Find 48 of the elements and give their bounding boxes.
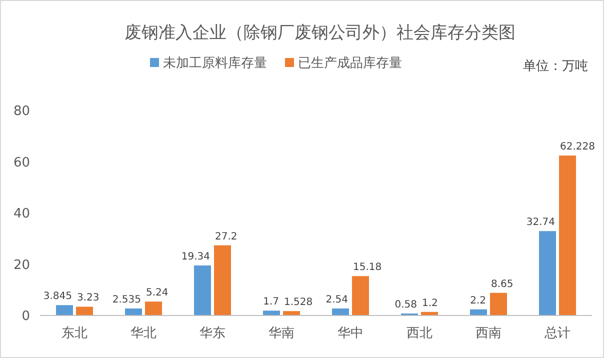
- data-label: 19.34: [181, 251, 210, 262]
- y-tick-label: 20: [13, 258, 30, 273]
- data-label: 1.7: [263, 296, 279, 308]
- bar: [214, 245, 231, 315]
- bar: [125, 308, 142, 315]
- bar: [145, 302, 162, 315]
- y-tick-label: 0: [22, 309, 30, 324]
- data-label: 32.74: [526, 217, 555, 228]
- data-label: 2.2: [470, 295, 486, 306]
- bar: [539, 231, 556, 315]
- x-tick-label: 华北: [130, 326, 156, 341]
- legend-label: 未加工原料库存量: [163, 56, 267, 71]
- x-tick-label: 华中: [338, 326, 364, 341]
- data-label: 3.23: [77, 292, 100, 304]
- bar: [76, 306, 93, 315]
- x-tick-label: 总计: [544, 326, 570, 341]
- bar: [263, 310, 280, 315]
- chart-title: 废钢准入企业（除钢厂废钢公司外）社会库存分类图: [124, 23, 516, 43]
- bar: [194, 265, 211, 315]
- x-tick-label: 华东: [200, 326, 226, 341]
- data-label: 62.228: [560, 142, 595, 153]
- data-label: 15.18: [353, 262, 382, 274]
- bar: [283, 311, 300, 315]
- data-label: 3.845: [43, 291, 72, 302]
- y-tick-label: 40: [13, 206, 30, 222]
- legend-label: 已生产成品库存量: [298, 56, 402, 71]
- bar: [421, 312, 438, 315]
- bar: [470, 309, 487, 315]
- x-tick-label: 西北: [406, 326, 432, 341]
- x-tick-label: 东北: [62, 326, 88, 341]
- data-label: 2.535: [112, 294, 141, 306]
- bar: [559, 156, 576, 315]
- data-label: 1.2: [422, 298, 438, 309]
- data-label: 1.528: [284, 297, 313, 308]
- y-tick-label: 60: [13, 155, 30, 170]
- bar: [332, 308, 349, 315]
- y-tick-label: 80: [13, 104, 30, 119]
- bar: [490, 292, 507, 315]
- data-label: 0.58: [394, 300, 417, 311]
- data-label: 2.54: [326, 294, 348, 306]
- data-label: 8.65: [491, 278, 514, 290]
- bar: [56, 305, 73, 315]
- data-label: 27.2: [215, 231, 238, 242]
- data-label: 5.24: [146, 288, 168, 299]
- x-tick-label: 华南: [268, 326, 294, 341]
- bar: [352, 276, 369, 315]
- x-tick-label: 西南: [476, 326, 502, 341]
- text: 单位：万吨: [523, 59, 588, 74]
